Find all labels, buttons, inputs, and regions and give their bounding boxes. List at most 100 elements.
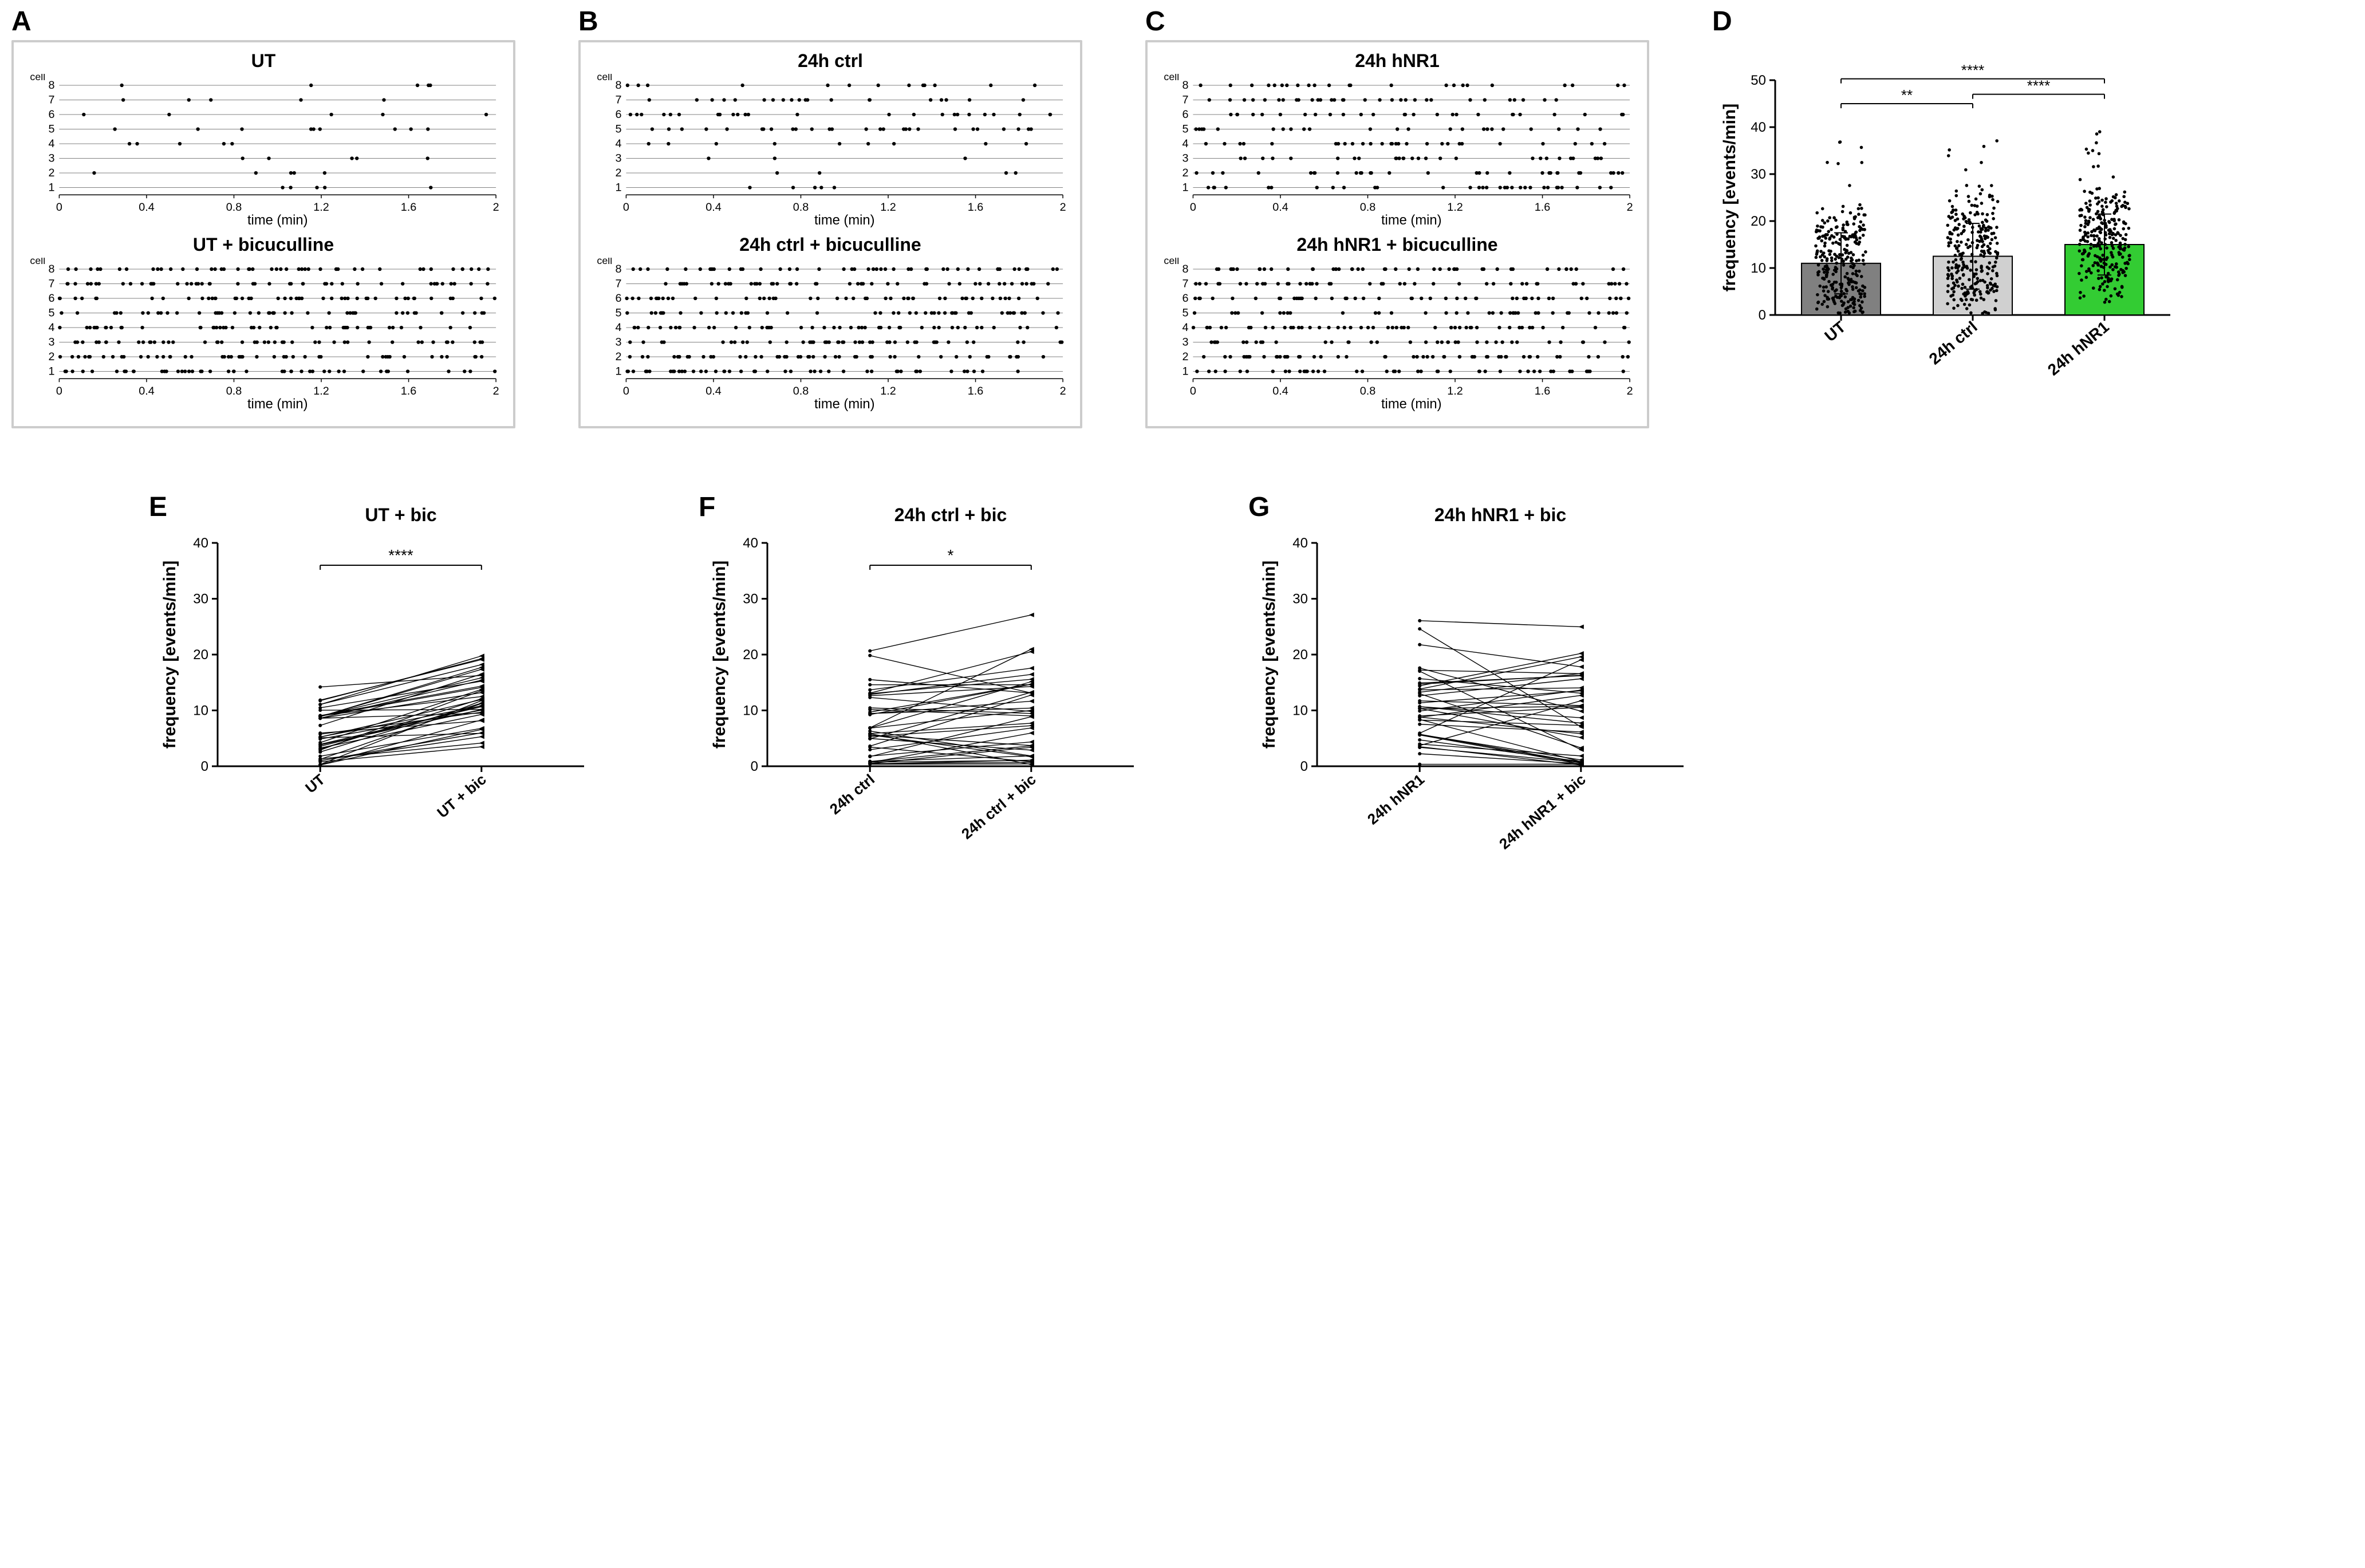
svg-text:0.4: 0.4: [139, 385, 155, 397]
svg-text:0: 0: [751, 759, 758, 774]
svg-text:6: 6: [48, 292, 54, 305]
raster-title: UT: [25, 50, 502, 72]
svg-text:5: 5: [48, 123, 54, 135]
svg-text:6: 6: [1182, 108, 1188, 121]
svg-text:4: 4: [48, 321, 54, 334]
svg-text:cell: cell: [1164, 258, 1179, 266]
svg-text:1.6: 1.6: [968, 385, 984, 397]
svg-text:UT: UT: [302, 771, 328, 797]
svg-text:**: **: [1901, 86, 1913, 104]
panel-a: A UT 12345678cell00.40.81.21.62time (min…: [11, 11, 555, 428]
svg-text:30: 30: [193, 592, 208, 607]
svg-text:1.6: 1.6: [401, 385, 417, 397]
svg-text:cell: cell: [597, 258, 612, 266]
svg-text:6: 6: [1182, 292, 1188, 305]
raster-title: 24h ctrl + bicuculline: [592, 234, 1069, 255]
svg-text:2: 2: [615, 350, 621, 363]
svg-text:1.2: 1.2: [1447, 385, 1463, 397]
svg-text:3: 3: [1182, 336, 1188, 348]
svg-text:24h hNR1 + bic: 24h hNR1 + bic: [1496, 771, 1589, 853]
svg-text:7: 7: [615, 93, 621, 106]
svg-text:0.8: 0.8: [226, 385, 242, 397]
raster-b-upper: 12345678cell00.40.81.21.62time (min): [592, 74, 1069, 228]
svg-text:24h hNR1: 24h hNR1: [1364, 771, 1428, 828]
svg-text:1.2: 1.2: [880, 201, 896, 214]
svg-text:24h ctrl: 24h ctrl: [826, 771, 878, 818]
svg-text:4: 4: [615, 137, 621, 150]
svg-text:0.8: 0.8: [226, 201, 242, 214]
svg-text:0: 0: [56, 385, 62, 397]
raster-title: UT + bicuculline: [25, 234, 502, 255]
row2: E UT + bic010203040frequency [events/min…: [11, 497, 2354, 858]
svg-text:0.4: 0.4: [1272, 385, 1288, 397]
svg-text:2: 2: [48, 167, 54, 179]
svg-text:frequency [events/min]: frequency [events/min]: [1720, 104, 1739, 291]
svg-text:1: 1: [1182, 365, 1188, 377]
svg-text:8: 8: [615, 79, 621, 92]
svg-text:24h hNR1: 24h hNR1: [2044, 318, 2112, 379]
svg-text:*: *: [948, 546, 954, 564]
svg-text:1.2: 1.2: [1447, 201, 1463, 214]
svg-text:4: 4: [615, 321, 621, 334]
svg-text:7: 7: [48, 277, 54, 290]
raster-c-lower: 12345678cell00.40.81.21.62time (min): [1159, 258, 1635, 412]
panel-e: E UT + bic010203040frequency [events/min…: [149, 497, 664, 858]
svg-text:cell: cell: [30, 74, 45, 82]
svg-text:0.4: 0.4: [139, 201, 155, 214]
svg-text:2: 2: [48, 350, 54, 363]
svg-text:10: 10: [743, 703, 758, 719]
svg-text:1: 1: [48, 181, 54, 194]
svg-text:50: 50: [1751, 73, 1766, 88]
svg-text:40: 40: [1751, 120, 1766, 135]
svg-text:20: 20: [193, 647, 208, 663]
svg-text:0: 0: [1759, 308, 1766, 323]
svg-text:1.6: 1.6: [1535, 201, 1551, 214]
svg-text:time (min): time (min): [814, 212, 875, 228]
svg-text:7: 7: [48, 93, 54, 106]
svg-text:8: 8: [1182, 79, 1188, 92]
svg-text:5: 5: [615, 306, 621, 319]
svg-text:time (min): time (min): [247, 212, 308, 228]
svg-text:frequency [events/min]: frequency [events/min]: [1260, 561, 1279, 748]
svg-text:2: 2: [1627, 385, 1633, 397]
panel-f: F 24h ctrl + bic010203040frequency [even…: [699, 497, 1214, 858]
panel-letter: D: [1712, 6, 1732, 37]
svg-text:8: 8: [48, 79, 54, 92]
svg-text:0: 0: [623, 201, 629, 214]
svg-text:2: 2: [1182, 167, 1188, 179]
svg-text:1.6: 1.6: [1535, 385, 1551, 397]
svg-text:frequency [events/min]: frequency [events/min]: [710, 561, 729, 748]
svg-text:24h ctrl + bic: 24h ctrl + bic: [894, 505, 1007, 525]
svg-text:0: 0: [56, 201, 62, 214]
raster-a-upper: 12345678cell00.40.81.21.62time (min): [25, 74, 502, 228]
svg-text:20: 20: [1751, 214, 1766, 229]
svg-text:0.4: 0.4: [1272, 201, 1288, 214]
svg-text:0.8: 0.8: [793, 201, 809, 214]
svg-text:0: 0: [623, 385, 629, 397]
svg-text:24h ctrl + bic: 24h ctrl + bic: [958, 771, 1039, 843]
svg-text:cell: cell: [1164, 74, 1179, 82]
panel-d: D 01020304050frequency [events/min]UT24h…: [1712, 11, 2228, 428]
svg-text:2: 2: [1060, 385, 1066, 397]
svg-text:0: 0: [1190, 385, 1196, 397]
svg-text:40: 40: [193, 535, 208, 551]
svg-text:1.2: 1.2: [880, 385, 896, 397]
raster-box-a: UT 12345678cell00.40.81.21.62time (min) …: [11, 40, 515, 428]
svg-text:3: 3: [48, 336, 54, 348]
svg-text:cell: cell: [597, 74, 612, 82]
svg-text:10: 10: [1292, 703, 1308, 719]
svg-text:time (min): time (min): [1381, 396, 1442, 412]
paired-f: 24h ctrl + bic010203040frequency [events…: [699, 503, 1168, 858]
svg-text:UT + bic: UT + bic: [365, 505, 436, 525]
svg-text:4: 4: [48, 137, 54, 150]
svg-text:10: 10: [1751, 261, 1766, 276]
svg-text:8: 8: [48, 263, 54, 275]
svg-text:2: 2: [615, 167, 621, 179]
panel-letter: A: [11, 6, 31, 37]
svg-text:****: ****: [2027, 77, 2050, 94]
svg-text:4: 4: [1182, 321, 1188, 334]
raster-title: 24h hNR1 + bicuculline: [1159, 234, 1635, 255]
raster-a-lower: 12345678cell00.40.81.21.62time (min): [25, 258, 502, 412]
svg-text:1: 1: [1182, 181, 1188, 194]
svg-text:UT + bic: UT + bic: [433, 771, 489, 821]
